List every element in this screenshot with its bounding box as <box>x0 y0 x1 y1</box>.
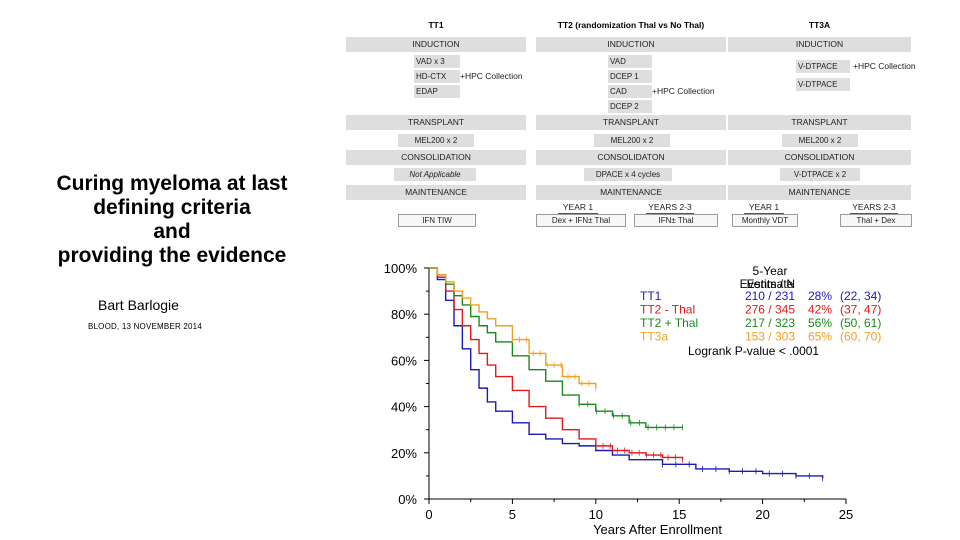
column-header-tt2: TT2 (randomization Thal vs No Thal) <box>557 20 705 30</box>
legend-series-name: TT3a <box>640 330 668 344</box>
induction-item: VAD x 3 <box>414 55 460 68</box>
transplant-bar: TRANSPLANT <box>536 115 726 130</box>
induction-bar: INDUCTION <box>536 37 726 52</box>
maintenance-period: YEAR 1 <box>558 202 598 214</box>
y-tick-label: 40% <box>391 400 417 415</box>
slide-title: Curing myeloma at last defining criteria… <box>18 172 326 268</box>
legend-events: 153 / 303 <box>745 330 795 344</box>
x-tick-label: 0 <box>425 507 432 522</box>
hpc-collection-note: +HPC Collection <box>652 86 715 96</box>
legend-series-name: TT1 <box>640 289 662 303</box>
hpc-collection-note: +HPC Collection <box>460 71 523 81</box>
maintenance-item: Monthly VDT <box>732 214 798 227</box>
logrank-pvalue: Logrank P-value < .0001 <box>688 344 819 358</box>
legend-estimate: 28% <box>808 289 832 303</box>
induction-item: EDAP <box>414 85 460 98</box>
consolidation-item: V-DTPACE x 2 <box>780 168 860 181</box>
legend-header-estimate: 5-Year <box>753 264 788 278</box>
x-tick-label: 15 <box>672 507 686 522</box>
title-line: providing the evidence <box>57 244 287 267</box>
survival-chart: 0% 20% 40% 60% 80% 100% 0 5 10 15 20 25 Years After … <box>384 261 882 537</box>
consolidation-bar: CONSOLIDATION <box>728 150 911 165</box>
induction-item: V-DTPACE <box>796 78 850 91</box>
protocol-diagram: TT1 TT2 (randomization Thal vs No Thal) … <box>0 0 960 240</box>
title-line: and <box>153 220 191 243</box>
x-axis-label: Years After Enrollment <box>593 522 722 537</box>
column-header-tt3a: TT3A <box>808 20 831 30</box>
legend-header-events: Events / N <box>740 277 795 291</box>
legend-series-name: TT2 + Thal <box>640 316 698 330</box>
legend-estimate: 42% <box>808 303 832 317</box>
x-tick-label: 10 <box>589 507 603 522</box>
maintenance-bar: MAINTENANCE <box>728 185 911 200</box>
y-tick-label: 20% <box>391 446 417 461</box>
transplant-bar: TRANSPLANT <box>346 115 526 130</box>
survival-curve <box>429 267 824 479</box>
transplant-item: MEL200 x 2 <box>398 134 474 147</box>
y-tick-label: 60% <box>391 353 417 368</box>
transplant-bar: TRANSPLANT <box>728 115 911 130</box>
legend-ci: (50, 61) <box>840 316 881 330</box>
transplant-item: MEL200 x 2 <box>782 134 858 147</box>
maintenance-bar: MAINTENANCE <box>346 185 526 200</box>
consolidation-bar: CONSOLIDATON <box>536 150 726 165</box>
induction-bar: INDUCTION <box>728 37 911 52</box>
maintenance-item: IFN TIW <box>398 214 476 227</box>
hpc-collection-note: +HPC Collection <box>853 61 916 71</box>
transplant-item: MEL200 x 2 <box>594 134 670 147</box>
maintenance-period: YEARS 2-3 <box>646 202 694 214</box>
survival-curve <box>429 267 684 460</box>
induction-item: V-DTPACE <box>796 60 850 73</box>
title-line: Curing myeloma at last <box>56 172 288 195</box>
citation: BLOOD, 13 NOVEMBER 2014 <box>88 322 202 331</box>
maintenance-item: Dex + IFN± Thal <box>536 214 626 227</box>
induction-item: DCEP 2 <box>608 100 652 113</box>
legend-events: 210 / 231 <box>745 289 795 303</box>
legend-series-name: TT2 - Thal <box>640 303 695 317</box>
legend-events: 217 / 323 <box>745 316 795 330</box>
survival-curve <box>429 267 597 389</box>
x-tick-label: 20 <box>755 507 769 522</box>
legend-ci: (60, 70) <box>840 330 881 344</box>
maintenance-item: Thal + Dex <box>840 214 912 227</box>
survival-curve <box>429 267 683 429</box>
legend-estimate: 56% <box>808 316 832 330</box>
y-tick-label: 100% <box>384 261 418 276</box>
y-tick-label: 80% <box>391 307 417 322</box>
x-tick-label: 25 <box>839 507 853 522</box>
legend-ci: (37, 47) <box>840 303 881 317</box>
title-line: defining criteria <box>93 196 251 219</box>
consolidation-item: DPACE x 4 cycles <box>584 168 672 181</box>
consolidation-item: Not Applicable <box>394 168 476 181</box>
induction-item: HD-CTX <box>414 70 460 83</box>
maintenance-item: IFN± Thal <box>634 214 718 227</box>
induction-item: DCEP 1 <box>608 70 652 83</box>
legend-ci: (22, 34) <box>840 289 881 303</box>
y-tick-label: 0% <box>398 492 417 507</box>
legend-events: 276 / 345 <box>745 303 795 317</box>
induction-item: VAD <box>608 55 652 68</box>
author-name: Bart Barlogie <box>98 297 179 313</box>
maintenance-period: YEARS 2-3 <box>850 202 898 214</box>
induction-bar: INDUCTION <box>346 37 526 52</box>
legend-header-estimate: Estimate <box>747 277 794 291</box>
maintenance-period: YEAR 1 <box>744 202 784 214</box>
column-header-tt1: TT1 <box>428 20 444 30</box>
legend-estimate: 65% <box>808 330 832 344</box>
consolidation-bar: CONSOLIDATION <box>346 150 526 165</box>
induction-item: CAD <box>608 85 652 98</box>
maintenance-bar: MAINTENANCE <box>536 185 726 200</box>
x-tick-label: 5 <box>509 507 516 522</box>
